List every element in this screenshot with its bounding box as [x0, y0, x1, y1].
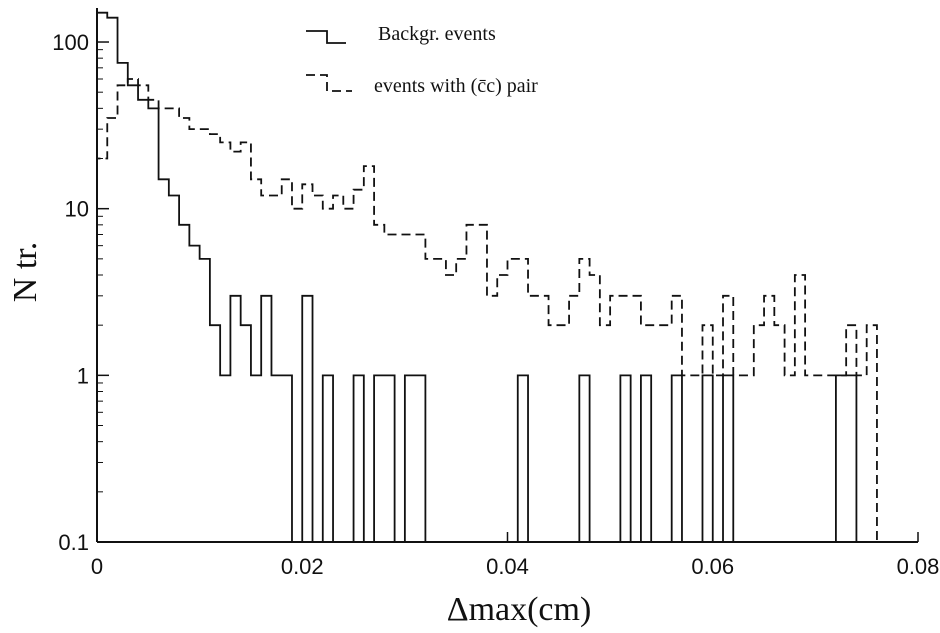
series-charm-pair [96, 78, 878, 542]
y-tick-label: 10 [65, 197, 89, 222]
x-tick-label: 0 [91, 554, 103, 579]
x-axis-label: Δmax(cm) [447, 591, 592, 628]
x-tick-label: 0.02 [281, 554, 324, 579]
x-tick-label: 0.06 [691, 554, 734, 579]
series-layer [96, 11, 878, 543]
x-tick-label: 0.08 [897, 554, 940, 579]
x-tick-label: 0.04 [486, 554, 529, 579]
series-line [96, 78, 878, 542]
series-background [96, 11, 867, 543]
y-tick-label: 1 [77, 363, 89, 388]
ticks: 0 0.02 0.04 0.06 0.08 0.1 1 10 100 [52, 30, 939, 579]
y-axis-label: N tr. [7, 242, 44, 302]
legend: Backgr. events events with (c̄c) pair [306, 23, 538, 97]
y-tick-label: 0.1 [58, 530, 89, 555]
y-tick-label: 100 [52, 30, 89, 55]
series-line [96, 11, 867, 543]
legend-swatch-solid [306, 30, 346, 44]
legend-label-charm: events with (c̄c) pair [374, 75, 538, 97]
legend-label-background: Backgr. events [378, 23, 496, 45]
legend-swatch-dashed [306, 74, 352, 92]
